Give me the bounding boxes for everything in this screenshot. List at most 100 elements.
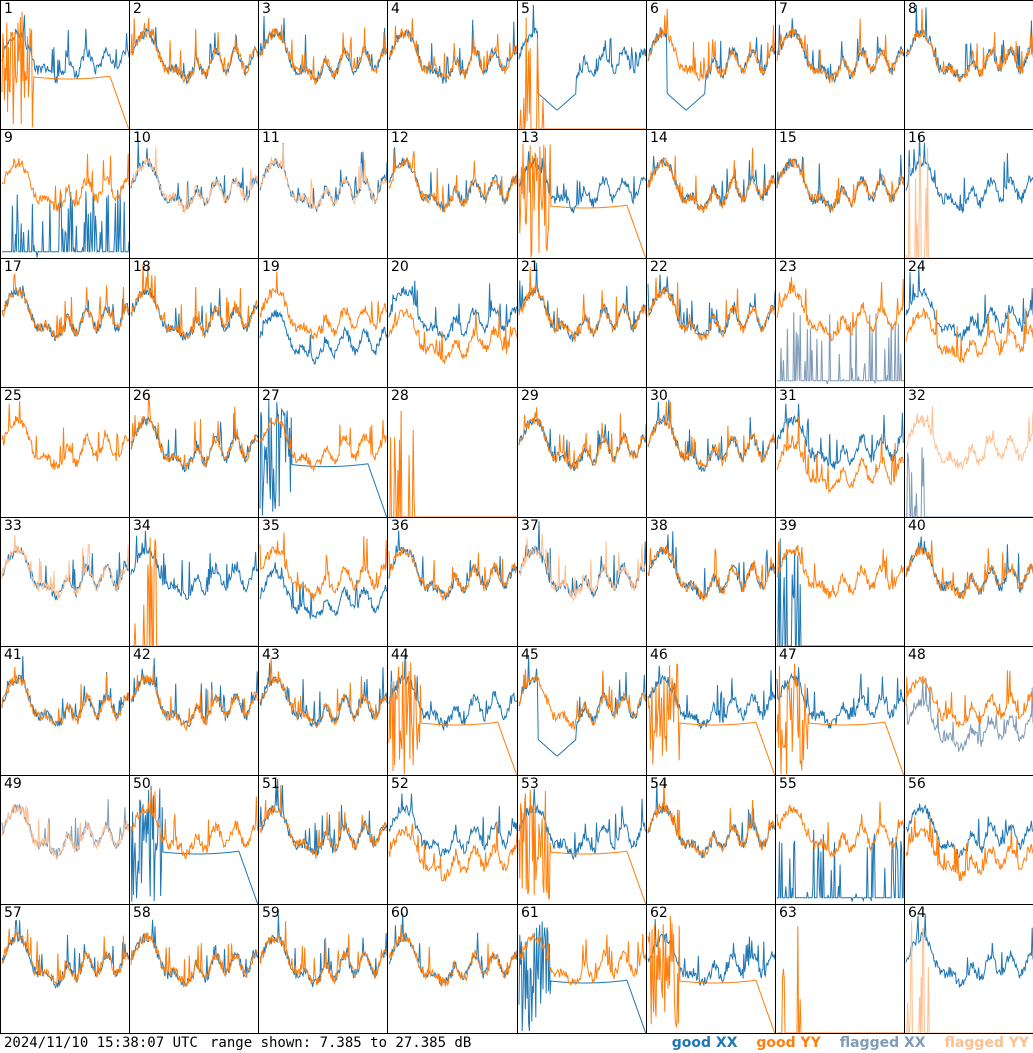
series-yy-line bbox=[776, 416, 904, 494]
antenna-number: 22 bbox=[650, 259, 668, 275]
antenna-spectrum-plot bbox=[259, 142, 387, 213]
series-yy-line bbox=[518, 932, 646, 987]
antenna-panel: 7 bbox=[775, 0, 905, 130]
antenna-panel: 19 bbox=[258, 258, 388, 388]
series-yy-line bbox=[518, 143, 646, 258]
antenna-panel: 51 bbox=[258, 775, 388, 905]
antenna-number: 61 bbox=[521, 905, 539, 921]
series-xx-line bbox=[906, 447, 1033, 517]
series-yy-line bbox=[388, 924, 517, 988]
series-xx-line bbox=[259, 142, 387, 213]
series-xx-line bbox=[647, 531, 775, 600]
series-yy-line bbox=[130, 17, 258, 84]
antenna-spectrum-plot bbox=[905, 4, 1033, 83]
antenna-spectrum-plot bbox=[518, 407, 646, 472]
antenna-number: 32 bbox=[908, 388, 926, 404]
antenna-number: 12 bbox=[391, 130, 409, 146]
antenna-panel: 36 bbox=[387, 517, 518, 647]
series-yy-line bbox=[776, 18, 904, 84]
antenna-spectrum-plot bbox=[388, 530, 517, 602]
antenna-spectrum-plot bbox=[259, 271, 387, 365]
antenna-number: 15 bbox=[779, 130, 797, 146]
antenna-panel: 40 bbox=[904, 517, 1033, 647]
antenna-number: 63 bbox=[779, 905, 797, 921]
series-xx-line bbox=[2, 189, 129, 258]
series-yy-line bbox=[776, 276, 904, 342]
series-yy-line bbox=[1, 804, 129, 860]
series-xx-line bbox=[905, 913, 1033, 988]
antenna-spectrum-plot bbox=[130, 919, 258, 988]
series-yy-line bbox=[1, 928, 129, 987]
antenna-panel: 27 bbox=[258, 387, 388, 518]
antenna-panel: 57 bbox=[0, 904, 130, 1034]
series-yy-line bbox=[518, 669, 646, 731]
antenna-spectrum-plot bbox=[518, 143, 646, 258]
antenna-number: 9 bbox=[4, 130, 13, 146]
antenna-panel: 50 bbox=[129, 775, 259, 905]
antenna-panel: 47 bbox=[775, 646, 905, 776]
series-yy-line bbox=[905, 670, 1033, 728]
antenna-panel: 62 bbox=[646, 904, 776, 1034]
antenna-panel: 23 bbox=[775, 258, 905, 388]
antenna-number: 1 bbox=[4, 1, 13, 17]
series-yy-line bbox=[1, 401, 129, 470]
antenna-panel: 59 bbox=[258, 904, 388, 1034]
legend-flagged-xx: flagged XX bbox=[839, 1035, 926, 1051]
antenna-spectrum-plot bbox=[647, 780, 775, 859]
series-yy-line bbox=[647, 277, 775, 342]
antenna-number: 45 bbox=[521, 647, 539, 663]
antenna-panel: 49 bbox=[0, 775, 130, 905]
series-yy-line bbox=[259, 24, 387, 86]
antenna-panel: 44 bbox=[387, 646, 518, 776]
series-yy-line bbox=[131, 537, 258, 646]
antenna-spectrum-plot bbox=[130, 658, 258, 732]
series-xx-line bbox=[388, 19, 517, 84]
antenna-spectrum-plot bbox=[647, 663, 775, 775]
antenna-spectrum-plot bbox=[259, 16, 387, 86]
series-yy-line bbox=[518, 267, 646, 342]
antenna-number: 58 bbox=[133, 905, 151, 921]
antenna-spectrum-plot bbox=[776, 154, 904, 213]
antenna-panel: 12 bbox=[387, 129, 518, 259]
antenna-spectrum-plot bbox=[388, 653, 517, 775]
series-xx-line bbox=[777, 829, 904, 903]
antenna-number: 28 bbox=[391, 388, 409, 404]
antenna-panel: 39 bbox=[775, 517, 905, 647]
antenna-panel: 52 bbox=[387, 775, 518, 905]
antenna-panel: 28 bbox=[387, 387, 518, 518]
antenna-panel: 3 bbox=[258, 0, 388, 130]
series-xx-line bbox=[518, 4, 646, 111]
antenna-panel: 45 bbox=[517, 646, 647, 776]
antenna-number: 34 bbox=[133, 518, 151, 534]
series-xx-line bbox=[388, 280, 517, 341]
series-xx-line bbox=[130, 919, 258, 987]
series-yy-line bbox=[130, 146, 258, 213]
antenna-spectrum-plot bbox=[388, 18, 517, 84]
antenna-number: 31 bbox=[779, 388, 797, 404]
series-xx-line bbox=[1, 285, 129, 342]
antenna-spectrum-plot bbox=[518, 521, 646, 602]
antenna-panel: 34 bbox=[129, 517, 259, 647]
series-yy-line bbox=[130, 666, 258, 732]
series-yy-line bbox=[647, 544, 775, 603]
series-yy-line bbox=[518, 533, 646, 602]
antenna-spectrum-plot bbox=[388, 793, 517, 882]
series-yy-line bbox=[130, 789, 258, 860]
antenna-panel: 46 bbox=[646, 646, 776, 776]
antenna-number: 57 bbox=[4, 905, 22, 921]
antenna-number: 60 bbox=[391, 905, 409, 921]
series-yy-line bbox=[259, 143, 387, 212]
series-xx-line bbox=[130, 785, 258, 904]
series-yy-line bbox=[518, 407, 646, 472]
series-yy-line bbox=[905, 406, 1033, 470]
antenna-spectrum-plot bbox=[647, 399, 775, 472]
antenna-number: 36 bbox=[391, 518, 409, 534]
antenna-spectrum-plot bbox=[647, 147, 775, 215]
antenna-number: 39 bbox=[779, 518, 797, 534]
antenna-spectrum-plot bbox=[905, 803, 1033, 882]
antenna-panel: 38 bbox=[646, 517, 776, 647]
series-yy-line bbox=[1, 153, 129, 212]
series-xx-line bbox=[776, 403, 904, 470]
antenna-panel: 8 bbox=[904, 0, 1033, 130]
